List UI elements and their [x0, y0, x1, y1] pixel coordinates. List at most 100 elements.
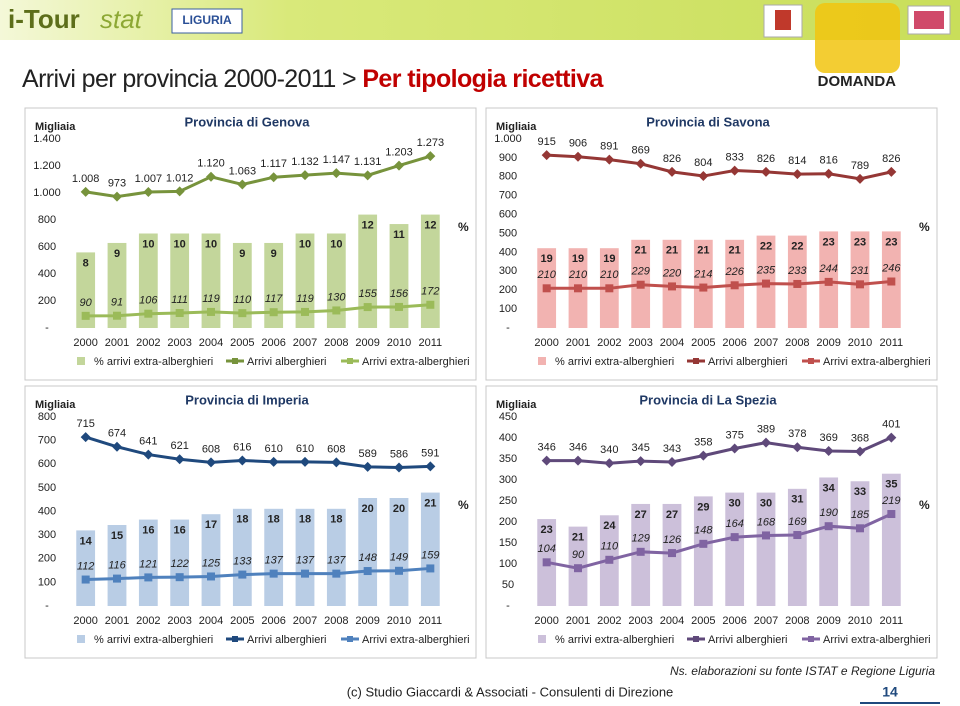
- x-tick-label: 2007: [293, 337, 317, 349]
- x-tick-label: 2000: [73, 615, 97, 627]
- x-tick-label: 2008: [324, 337, 348, 349]
- point-label: 90: [80, 297, 93, 309]
- legend-label: Arrivi alberghieri: [708, 634, 787, 646]
- line-marker: [855, 173, 865, 184]
- y-axis-label: Migliaia: [35, 399, 76, 411]
- point-label: 155: [358, 288, 377, 300]
- legend-label: % arrivi extra-alberghieri: [94, 356, 213, 368]
- line: [546, 153, 892, 181]
- y-tick-label: 200: [499, 284, 517, 296]
- line-marker: [206, 171, 216, 182]
- bar: [138, 233, 158, 328]
- emblem-shield: [775, 10, 791, 30]
- point-label: 137: [296, 555, 315, 567]
- x-tick-label: 2001: [105, 337, 129, 349]
- legend-label: % arrivi extra-alberghieri: [555, 356, 674, 368]
- point-label: 1.132: [291, 156, 319, 168]
- bar-label: 10: [299, 238, 311, 250]
- bar-label: 11: [393, 229, 405, 241]
- y-tick-label: -: [45, 322, 49, 334]
- line-marker: [573, 151, 583, 162]
- y-tick-label: -: [506, 600, 510, 612]
- point-label: 804: [694, 157, 712, 169]
- legend-marker: [693, 636, 699, 642]
- bar-label: 22: [760, 241, 772, 253]
- bar-label: 16: [174, 525, 186, 537]
- y-tick-label: 700: [38, 435, 56, 447]
- point-label: 1.273: [417, 137, 445, 149]
- line-marker: [332, 306, 341, 315]
- line-marker: [542, 558, 551, 567]
- line-marker: [301, 307, 309, 316]
- bar-label: 27: [666, 509, 678, 521]
- line-marker: [238, 570, 247, 579]
- legend-swatch: [77, 357, 85, 365]
- point-label: 610: [264, 443, 282, 455]
- line-marker: [362, 461, 373, 472]
- point-label: 826: [663, 153, 681, 165]
- line-marker: [667, 456, 677, 467]
- bar: [201, 514, 221, 606]
- line: [85, 566, 431, 582]
- y-tick-label: 400: [499, 432, 517, 444]
- y-tick-label: 1.000: [33, 187, 61, 199]
- x-tick-label: 2002: [136, 615, 160, 627]
- y2-axis-label: %: [919, 220, 930, 234]
- point-label: 1.008: [72, 173, 100, 185]
- bar-label: 23: [823, 236, 835, 248]
- point-label: 190: [819, 507, 838, 519]
- point-label: 1.203: [385, 147, 413, 159]
- point-label: 1.063: [229, 165, 257, 177]
- line-marker: [856, 524, 864, 533]
- line-marker: [793, 279, 802, 288]
- point-label: 122: [170, 558, 188, 570]
- bar-label: 21: [666, 245, 678, 257]
- line-marker: [761, 437, 771, 448]
- point-label: 172: [421, 286, 439, 298]
- line-marker: [699, 283, 708, 292]
- bar: [693, 496, 713, 606]
- x-tick-label: 2001: [566, 337, 590, 349]
- line-marker: [112, 191, 122, 202]
- y2-axis-label: %: [919, 498, 930, 512]
- bar-label: 21: [424, 498, 436, 510]
- line-marker: [394, 462, 404, 473]
- line-marker: [268, 172, 279, 183]
- logo-stat: stat: [100, 4, 144, 34]
- line-marker: [635, 456, 646, 467]
- line-marker: [206, 457, 216, 468]
- y-tick-label: 1.000: [494, 133, 522, 145]
- line-marker: [729, 443, 740, 454]
- region-badge: [171, 8, 243, 34]
- bar: [138, 519, 158, 606]
- point-label: 833: [725, 151, 743, 163]
- point-label: 586: [390, 448, 408, 460]
- y-tick-label: 900: [499, 152, 517, 164]
- x-tick-label: 2007: [754, 337, 778, 349]
- bar-label: 16: [142, 525, 154, 537]
- bar-label: 23: [885, 236, 897, 248]
- point-label: 591: [421, 447, 439, 459]
- point-label: 789: [851, 160, 869, 172]
- x-tick-label: 2007: [754, 615, 778, 627]
- y-tick-label: 700: [499, 190, 517, 202]
- bar: [420, 492, 440, 606]
- line-marker: [605, 555, 614, 564]
- x-tick-label: 2008: [324, 615, 348, 627]
- line-marker: [887, 510, 896, 519]
- point-label: 1.147: [323, 154, 351, 166]
- x-tick-label: 2010: [848, 615, 872, 627]
- bar-label: 29: [697, 501, 709, 513]
- point-label: 610: [296, 443, 314, 455]
- line-marker: [730, 533, 739, 542]
- point-label: 915: [537, 136, 555, 148]
- point-label: 358: [694, 437, 712, 449]
- point-label: 110: [234, 294, 252, 306]
- bar: [295, 508, 315, 606]
- x-tick-label: 2006: [261, 615, 285, 627]
- y-tick-label: 800: [38, 411, 56, 423]
- bar: [232, 242, 252, 328]
- line: [546, 512, 892, 570]
- legend-label: Arrivi alberghieri: [708, 356, 787, 368]
